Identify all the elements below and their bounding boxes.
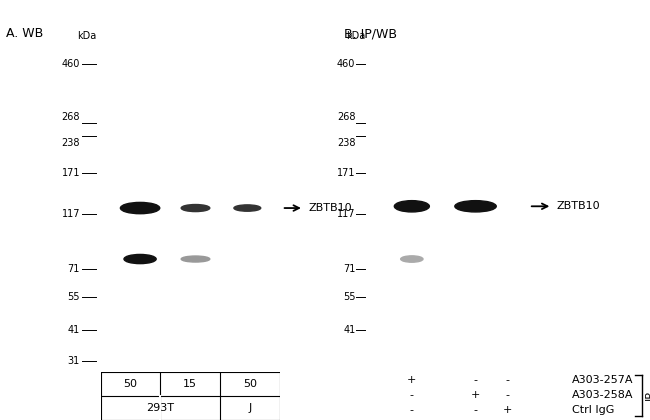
- Text: 41: 41: [343, 325, 356, 335]
- Text: -: -: [506, 375, 510, 386]
- Ellipse shape: [124, 255, 156, 264]
- Text: -: -: [410, 390, 414, 400]
- Text: +: +: [471, 390, 480, 400]
- Text: -: -: [506, 390, 510, 400]
- Text: ZBTB10: ZBTB10: [308, 203, 352, 213]
- Text: 55: 55: [68, 292, 80, 302]
- Ellipse shape: [120, 202, 160, 214]
- Text: +: +: [407, 375, 417, 386]
- Text: 50: 50: [242, 379, 257, 389]
- Text: 460: 460: [62, 59, 80, 69]
- Text: 15: 15: [183, 379, 197, 389]
- Text: A. WB: A. WB: [6, 27, 44, 40]
- Text: 268: 268: [337, 112, 356, 122]
- Text: -: -: [474, 405, 478, 415]
- Text: 41: 41: [68, 325, 80, 335]
- Ellipse shape: [181, 256, 210, 262]
- Text: 117: 117: [62, 210, 80, 219]
- Text: 238: 238: [62, 138, 80, 148]
- Text: 50: 50: [124, 379, 138, 389]
- Text: 71: 71: [68, 264, 80, 274]
- Text: 460: 460: [337, 59, 356, 69]
- Text: 171: 171: [337, 168, 356, 178]
- Text: IP: IP: [645, 390, 650, 400]
- Text: +: +: [502, 405, 512, 415]
- Text: kDa: kDa: [77, 31, 96, 41]
- Text: 171: 171: [62, 168, 80, 178]
- Text: 238: 238: [337, 138, 356, 148]
- Text: 293T: 293T: [146, 403, 174, 413]
- Text: 31: 31: [68, 355, 80, 365]
- Text: 71: 71: [343, 264, 356, 274]
- Text: -: -: [474, 375, 478, 386]
- Text: 117: 117: [337, 210, 356, 219]
- Ellipse shape: [400, 256, 423, 262]
- Text: 55: 55: [343, 292, 356, 302]
- Text: B. IP/WB: B. IP/WB: [344, 27, 398, 40]
- Text: kDa: kDa: [346, 31, 365, 41]
- Text: J: J: [248, 403, 252, 413]
- Ellipse shape: [395, 201, 430, 212]
- Text: ZBTB10: ZBTB10: [557, 201, 601, 211]
- Text: A303-257A: A303-257A: [572, 375, 634, 386]
- Text: A303-258A: A303-258A: [572, 390, 634, 400]
- Ellipse shape: [234, 205, 261, 211]
- Text: Ctrl IgG: Ctrl IgG: [572, 405, 614, 415]
- Ellipse shape: [455, 201, 496, 212]
- Text: -: -: [410, 405, 414, 415]
- Ellipse shape: [181, 205, 210, 212]
- Text: 268: 268: [62, 112, 80, 122]
